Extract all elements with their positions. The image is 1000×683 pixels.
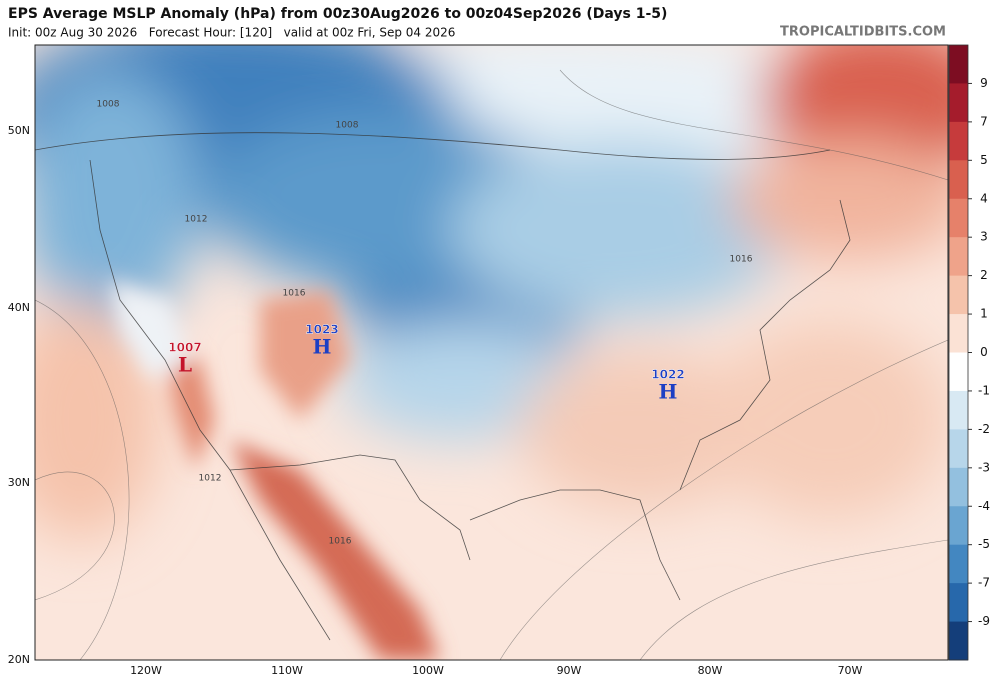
dynamic-layer: 9 7 5 4 3 2 1 0 -1 -2 -3 -4 -5 -7 -9 50N 40N 30N 20N 120W 11… bbox=[8, 44, 990, 677]
center-symbol: L bbox=[178, 353, 192, 377]
colorbar-label: -3 bbox=[978, 460, 990, 474]
contour-label: 1008 bbox=[97, 100, 120, 110]
lon-label: 100W bbox=[412, 664, 444, 677]
colorbar-segment bbox=[949, 621, 968, 661]
contour-label: 1012 bbox=[199, 474, 222, 484]
center-symbol: H bbox=[659, 380, 678, 404]
contour-label: 1016 bbox=[730, 255, 753, 265]
colorbar-label: 3 bbox=[980, 230, 988, 244]
colorbar-segment bbox=[949, 583, 968, 623]
lon-label: 120W bbox=[130, 664, 162, 677]
colorbar-label: -4 bbox=[978, 499, 990, 513]
center-pressure: 1023 bbox=[305, 323, 338, 337]
lat-label: 30N bbox=[8, 476, 30, 489]
colorbar-segment bbox=[949, 544, 968, 584]
colorbar-segment bbox=[949, 314, 968, 353]
colorbar-label: -9 bbox=[978, 614, 990, 628]
center-symbol: H bbox=[313, 335, 332, 359]
lon-label: 110W bbox=[271, 664, 303, 677]
colorbar-segment bbox=[949, 160, 968, 200]
colorbar-label: 7 bbox=[980, 114, 988, 128]
map-frame bbox=[34, 44, 949, 661]
contour-label: 1016 bbox=[283, 289, 306, 299]
lon-label: 80W bbox=[698, 664, 723, 677]
lat-label: 20N bbox=[8, 653, 30, 666]
contour-label: 1016 bbox=[329, 537, 352, 547]
colorbar-segment bbox=[949, 390, 968, 430]
title: EPS Average MSLP Anomaly (hPa) from 00z3… bbox=[8, 6, 667, 22]
colorbar-label: -5 bbox=[978, 537, 990, 551]
anomaly-field bbox=[35, 45, 948, 660]
colorbar-label: -1 bbox=[978, 383, 990, 397]
colorbar-label: 5 bbox=[980, 153, 988, 167]
colorbar-segment bbox=[949, 237, 968, 277]
lon-label: 90W bbox=[557, 664, 582, 677]
colorbar-segment bbox=[949, 83, 968, 123]
center-pressure: 1022 bbox=[651, 368, 684, 382]
colorbar-segment bbox=[949, 275, 968, 315]
colorbar-segment bbox=[949, 506, 968, 546]
subtitle: Init: 00z Aug 30 2026 Forecast Hour: [12… bbox=[8, 26, 455, 40]
contour-label: 1008 bbox=[336, 121, 359, 131]
contour-label: 1012 bbox=[185, 215, 208, 225]
lat-label: 40N bbox=[8, 301, 30, 314]
colorbar-segment bbox=[949, 198, 968, 238]
colorbar-segment bbox=[949, 352, 968, 392]
colorbar-segment bbox=[949, 121, 968, 161]
colorbar-segment bbox=[949, 45, 968, 84]
colorbar-label: -7 bbox=[978, 576, 990, 590]
colorbar-label: 1 bbox=[980, 307, 988, 321]
watermark: TROPICALTIDBITS.COM bbox=[780, 25, 946, 40]
center-pressure: 1007 bbox=[168, 341, 201, 355]
lon-label: 70W bbox=[838, 664, 863, 677]
colorbar-label: 0 bbox=[980, 345, 988, 359]
colorbar-label: 2 bbox=[980, 268, 988, 282]
colorbar-segment bbox=[949, 429, 968, 469]
colorbar-label: 9 bbox=[980, 76, 988, 90]
lat-label: 50N bbox=[8, 124, 30, 137]
colorbar-label: -2 bbox=[978, 422, 990, 436]
colorbar-segment bbox=[949, 467, 968, 507]
colorbar-label: 4 bbox=[980, 191, 988, 205]
